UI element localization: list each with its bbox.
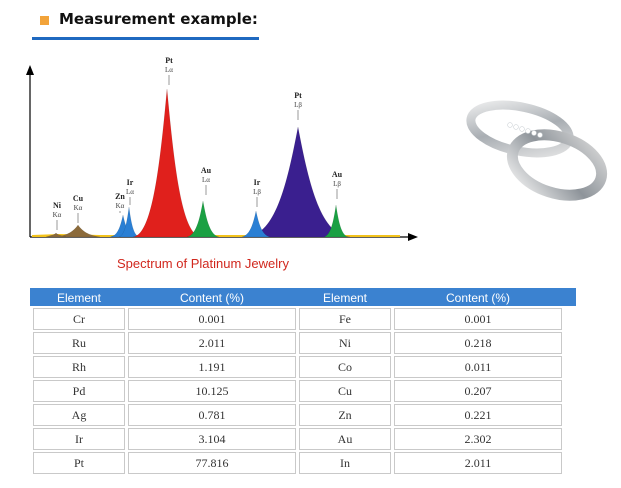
spectrum-peak	[55, 224, 101, 238]
peak-line-label: Lα	[165, 66, 173, 74]
table-cell: Cr	[33, 308, 125, 330]
table-cell: 1.191	[128, 356, 296, 378]
table-cell: 3.104	[128, 428, 296, 450]
table-cell: 0.001	[128, 308, 296, 330]
peak-element-label: Cu	[73, 194, 84, 203]
table-cell: 77.816	[128, 452, 296, 474]
table-row: Ru 2.011 Ni 0.218	[33, 332, 562, 354]
table-cell: Zn	[299, 404, 391, 426]
table-row: Rh 1.191 Co 0.011	[33, 356, 562, 378]
table-cell: 0.221	[394, 404, 562, 426]
chart-caption: Spectrum of Platinum Jewelry	[117, 256, 289, 271]
table-cell: In	[299, 452, 391, 474]
table-cell: 0.781	[128, 404, 296, 426]
rings-image	[466, 100, 608, 201]
table-cell: 2.011	[394, 452, 562, 474]
peak-line-label: Lβ	[253, 188, 261, 196]
table-row: Cr 0.001 Fe 0.001	[33, 308, 562, 330]
table-cell: 0.011	[394, 356, 562, 378]
table-row: Ag 0.781 Zn 0.221	[33, 404, 562, 426]
peak-element-label: Zn	[115, 192, 125, 201]
table-cell: Ag	[33, 404, 125, 426]
x-axis-arrow	[408, 233, 418, 241]
table-header-row: Element Content (%) Element Content (%)	[33, 290, 562, 306]
spectrum-peak	[323, 204, 349, 238]
table-row: Pt 77.816 In 2.011	[33, 452, 562, 474]
table-cell: 0.001	[394, 308, 562, 330]
peak-element-label: Au	[201, 166, 212, 175]
table-cell: Pt	[33, 452, 125, 474]
column-header: Content (%)	[128, 290, 296, 306]
table-row: Ir 3.104 Au 2.302	[33, 428, 562, 450]
column-header: Element	[299, 290, 391, 306]
header-bullet	[40, 16, 49, 25]
peak-line-label: Lβ	[333, 180, 341, 188]
title-underline	[32, 37, 259, 40]
spectrum-peak	[132, 88, 202, 238]
table-cell: Ni	[299, 332, 391, 354]
table-cell: Au	[299, 428, 391, 450]
table-cell: Rh	[33, 356, 125, 378]
peak-line-label: Kα	[74, 204, 83, 212]
peak-line-label: Lα	[202, 176, 210, 184]
page-title: Measurement example:	[59, 10, 258, 28]
table-cell: Ir	[33, 428, 125, 450]
table-cell: Cu	[299, 380, 391, 402]
spectrum-peak	[241, 210, 271, 238]
peak-element-label: Pt	[165, 56, 173, 65]
peak-line-label: Lβ	[294, 101, 302, 109]
table-cell: 2.011	[128, 332, 296, 354]
peak-element-label: Au	[332, 170, 343, 179]
composition-table: Element Content (%) Element Content (%) …	[30, 288, 565, 476]
column-header: Element	[33, 290, 125, 306]
spectrum-peak	[118, 206, 140, 238]
table-cell: 10.125	[128, 380, 296, 402]
table-cell: 2.302	[394, 428, 562, 450]
table-cell: Pd	[33, 380, 125, 402]
table-cell: 0.218	[394, 332, 562, 354]
table-cell: Ru	[33, 332, 125, 354]
y-axis-arrow	[26, 65, 34, 75]
column-header: Content (%)	[394, 290, 562, 306]
peak-element-label: Ni	[53, 201, 62, 210]
peak-line-label: Lα	[126, 188, 134, 196]
table-cell: Co	[299, 356, 391, 378]
peak-element-label: Ir	[254, 178, 261, 187]
table-cell: Fe	[299, 308, 391, 330]
peak-line-label: Kα	[116, 202, 125, 210]
spectrum-peak	[186, 200, 220, 238]
spectrum-peak	[45, 232, 67, 238]
table-row: Pd 10.125 Cu 0.207	[33, 380, 562, 402]
peak-line-label: Kα	[53, 211, 62, 219]
peak-element-label: Ir	[127, 178, 134, 187]
table-cell: 0.207	[394, 380, 562, 402]
peak-element-label: Pt	[294, 91, 302, 100]
